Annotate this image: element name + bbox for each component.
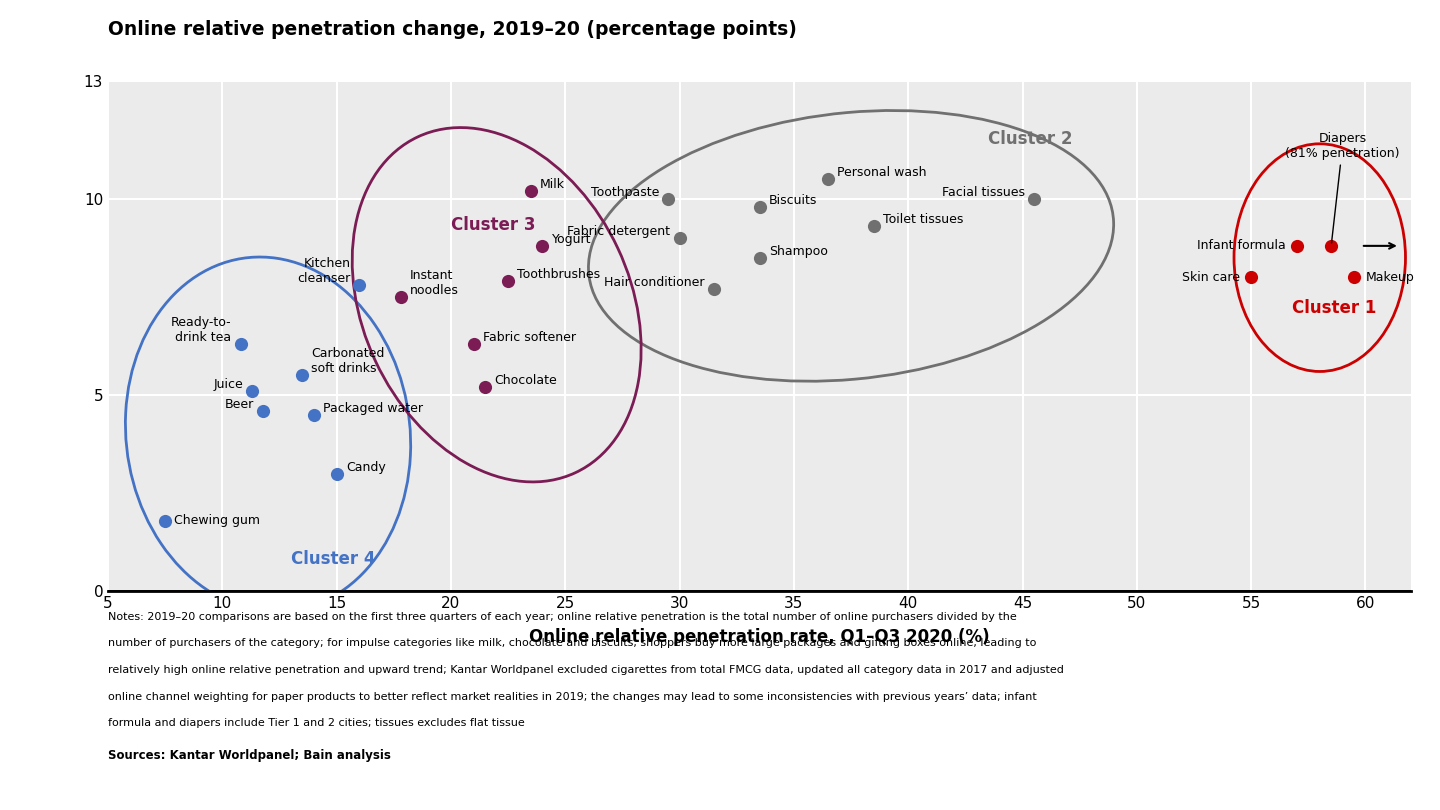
Text: Milk: Milk [540, 178, 564, 191]
Text: Toothpaste: Toothpaste [590, 185, 660, 198]
Text: Facial tissues: Facial tissues [942, 185, 1025, 198]
Text: Beer: Beer [225, 398, 255, 411]
Text: Cluster 1: Cluster 1 [1292, 299, 1377, 317]
Text: Ready-to-
drink tea: Ready-to- drink tea [171, 316, 232, 344]
Point [749, 251, 772, 264]
Text: Hair conditioner: Hair conditioner [605, 276, 704, 289]
Point [154, 514, 177, 527]
Text: Toilet tissues: Toilet tissues [883, 213, 963, 226]
Text: Skin care: Skin care [1182, 271, 1240, 284]
Point [229, 338, 252, 351]
Point [348, 279, 372, 292]
Point [531, 240, 554, 253]
Text: Instant
noodles: Instant noodles [410, 269, 459, 297]
Point [1286, 240, 1309, 253]
Text: Personal wash: Personal wash [837, 166, 927, 179]
Text: Candy: Candy [346, 461, 386, 474]
Text: Cluster 2: Cluster 2 [988, 130, 1073, 147]
Point [1342, 271, 1365, 284]
Text: Fabric detergent: Fabric detergent [567, 225, 671, 238]
Point [497, 275, 520, 288]
Text: Biscuits: Biscuits [769, 194, 816, 207]
Text: Diapers
(81% penetration): Diapers (81% penetration) [1286, 131, 1400, 243]
Text: Online relative penetration change, 2019–20 (percentage points): Online relative penetration change, 2019… [108, 20, 796, 39]
Text: Cluster 4: Cluster 4 [291, 550, 376, 568]
Text: online channel weighting for paper products to better reflect market realities i: online channel weighting for paper produ… [108, 692, 1037, 701]
Point [325, 467, 348, 480]
Text: Juice: Juice [213, 378, 243, 391]
Point [462, 338, 485, 351]
Text: Fabric softener: Fabric softener [482, 331, 576, 344]
Text: Packaged water: Packaged water [323, 402, 423, 415]
Point [474, 381, 497, 394]
Text: Chewing gum: Chewing gum [174, 514, 261, 527]
Text: Shampoo: Shampoo [769, 245, 828, 258]
Text: relatively high online relative penetration and upward trend; Kantar Worldpanel : relatively high online relative penetrat… [108, 665, 1064, 675]
Text: Notes: 2019–20 comparisons are based on the first three quarters of each year; o: Notes: 2019–20 comparisons are based on … [108, 612, 1017, 621]
Point [816, 173, 840, 185]
X-axis label: Online relative penetration rate, Q1–Q3 2020 (%): Online relative penetration rate, Q1–Q3 … [530, 628, 989, 646]
Point [291, 369, 314, 382]
Text: Cluster 3: Cluster 3 [451, 216, 536, 234]
Text: Infant formula: Infant formula [1197, 240, 1286, 253]
Point [240, 385, 264, 398]
Text: Makeup: Makeup [1365, 271, 1414, 284]
Text: Kitchen
cleanser: Kitchen cleanser [297, 257, 350, 285]
Point [668, 232, 691, 245]
Point [252, 404, 275, 417]
Point [1319, 240, 1342, 253]
Text: Chocolate: Chocolate [494, 374, 557, 387]
Point [863, 220, 886, 232]
Point [1022, 192, 1045, 205]
Point [703, 283, 726, 296]
Point [1240, 271, 1263, 284]
Point [657, 192, 680, 205]
Text: Sources: Kantar Worldpanel; Bain analysis: Sources: Kantar Worldpanel; Bain analysi… [108, 749, 390, 762]
Text: Carbonated
soft drinks: Carbonated soft drinks [311, 347, 384, 375]
Text: number of purchasers of the category; for impulse categories like milk, chocolat: number of purchasers of the category; fo… [108, 638, 1037, 648]
Text: Toothbrushes: Toothbrushes [517, 268, 600, 281]
Point [389, 291, 412, 304]
Text: Yogurt: Yogurt [552, 232, 590, 246]
Text: formula and diapers include Tier 1 and 2 cities; tissues excludes flat tissue: formula and diapers include Tier 1 and 2… [108, 718, 524, 728]
Point [749, 200, 772, 213]
Point [520, 185, 543, 198]
Point [302, 408, 325, 421]
